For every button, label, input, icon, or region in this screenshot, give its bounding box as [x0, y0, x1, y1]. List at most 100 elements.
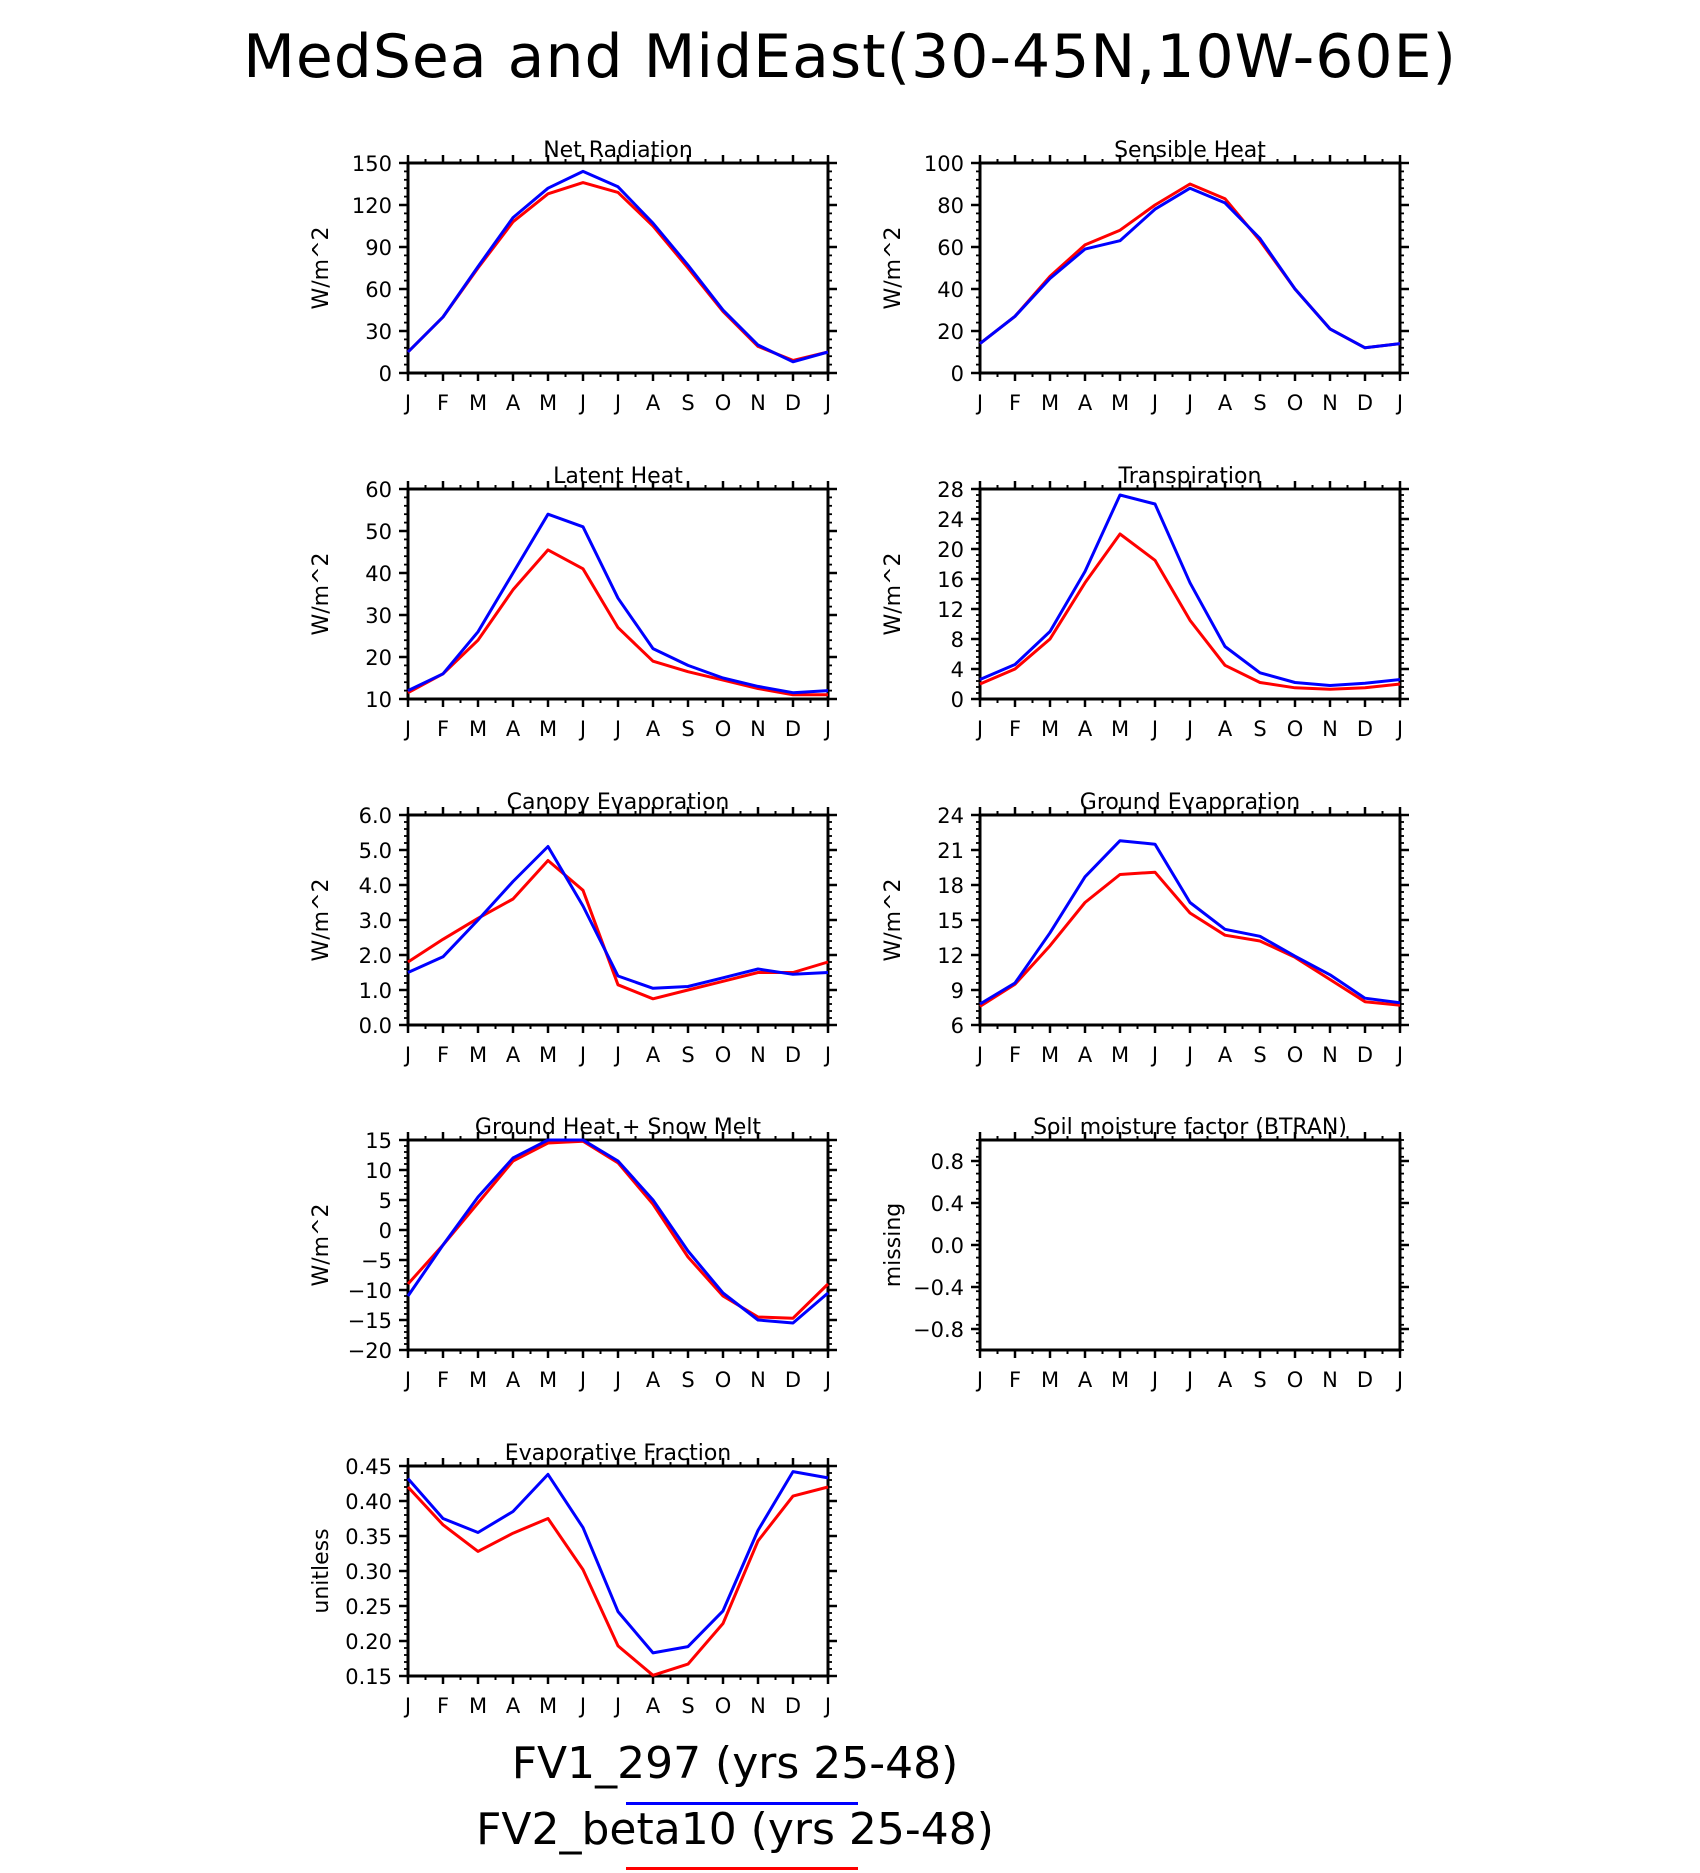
legend-label-fv1: FV1_297 (yrs 25-48): [511, 1738, 959, 1789]
x-tick-label: O: [1287, 391, 1304, 415]
y-tick-label: 2.0: [359, 944, 392, 968]
y-tick-label: 100: [924, 152, 964, 176]
y-tick-label: 0: [379, 1219, 392, 1243]
series-line-fv2: [979, 182, 1401, 350]
y-axis-label: W/m^2: [309, 226, 334, 309]
y-tick-label: 120: [352, 194, 392, 218]
x-tick-label: A: [506, 1368, 521, 1392]
legend-label-fv2: FV2_beta10 (yrs 25-48): [476, 1804, 994, 1855]
x-tick-label: J: [975, 1043, 983, 1067]
x-tick-label: M: [539, 1368, 557, 1392]
x-tick-label: M: [469, 1043, 487, 1067]
y-tick-label: 16: [937, 568, 964, 592]
y-tick-label: 9: [951, 979, 964, 1003]
y-tick-label: 90: [365, 236, 392, 260]
series-line-fv2: [406, 1485, 829, 1677]
x-tick-label: J: [1185, 1043, 1193, 1067]
y-tick-label: −0.4: [913, 1276, 964, 1300]
chart-title: Canopy Evaporation: [507, 790, 730, 815]
y-tick-label: −15: [348, 1309, 392, 1333]
legend-swatch-fv2: [626, 1867, 858, 1870]
chart-panel-4: J F M A M J J A S O N D J0481216202428TranspirationW…: [881, 464, 1409, 741]
y-tick-label: 4: [951, 658, 964, 682]
y-tick-label: 12: [937, 598, 964, 622]
y-tick-label: 10: [365, 1159, 392, 1183]
x-tick-label: J: [975, 717, 983, 741]
x-tick-label: J: [823, 391, 831, 415]
y-tick-label: −20: [348, 1339, 392, 1363]
x-tick-label: A: [1218, 717, 1233, 741]
y-tick-label: 5: [379, 1189, 392, 1213]
x-tick-label: A: [1078, 1043, 1093, 1067]
y-tick-label: 60: [365, 278, 392, 302]
x-tick-label: A: [1218, 1043, 1233, 1067]
x-tick-label: N: [1322, 717, 1338, 741]
y-tick-label: 10: [365, 688, 392, 712]
x-tick-label: M: [539, 391, 557, 415]
y-tick-label: 5.0: [359, 839, 392, 863]
x-tick-label: O: [715, 717, 732, 741]
x-tick-label: M: [469, 717, 487, 741]
y-tick-label: 15: [937, 909, 964, 933]
y-tick-label: 0.8: [931, 1150, 964, 1174]
x-tick-label: F: [437, 1043, 449, 1067]
x-tick-label: J: [613, 1043, 621, 1067]
x-tick-label: J: [975, 391, 983, 415]
series-line-fv1: [406, 1138, 829, 1325]
x-tick-label: D: [1357, 1043, 1373, 1067]
y-tick-label: 4.0: [359, 874, 392, 898]
y-tick-label: −5: [361, 1249, 392, 1273]
x-tick-label: A: [1078, 1368, 1093, 1392]
x-tick-label: M: [469, 1694, 487, 1718]
x-tick-label: O: [1287, 1043, 1304, 1067]
y-tick-label: 6: [951, 1014, 964, 1038]
y-tick-label: 0.15: [345, 1665, 392, 1689]
y-tick-label: 12: [937, 944, 964, 968]
y-tick-label: 20: [365, 646, 392, 670]
chart-title: Sensible Heat: [1114, 138, 1266, 163]
y-tick-label: 15: [365, 1129, 392, 1153]
x-tick-label: J: [1395, 717, 1403, 741]
y-tick-label: 28: [937, 478, 964, 502]
x-tick-label: J: [613, 391, 621, 415]
x-tick-label: M: [539, 1043, 557, 1067]
y-tick-label: 0.25: [345, 1595, 392, 1619]
x-tick-label: S: [681, 1694, 694, 1718]
plot-frame: [978, 161, 1402, 375]
x-tick-label: A: [1078, 717, 1093, 741]
y-axis-label: W/m^2: [309, 878, 334, 961]
y-tick-label: 18: [937, 874, 964, 898]
x-tick-label: A: [646, 717, 661, 741]
x-tick-label: J: [578, 1368, 586, 1392]
x-tick-label: O: [1287, 1368, 1304, 1392]
y-tick-label: 20: [937, 538, 964, 562]
x-tick-label: N: [1322, 1043, 1338, 1067]
plot-frame: [406, 813, 830, 1027]
x-tick-label: J: [1150, 391, 1158, 415]
chart-title: Ground Evaporation: [1080, 790, 1300, 815]
x-tick-label: N: [750, 391, 766, 415]
x-tick-label: S: [681, 391, 694, 415]
series-line-fv2: [406, 1139, 830, 1320]
x-tick-label: F: [437, 1694, 449, 1718]
chart-panel-5: J F M A M J J A S O N D J0.01.02.03.04.05.06.0Canopy…: [309, 790, 837, 1067]
x-tick-label: J: [578, 1694, 586, 1718]
x-tick-label: S: [681, 1043, 694, 1067]
y-tick-label: 60: [937, 236, 964, 260]
y-tick-label: 6.0: [359, 804, 392, 828]
x-tick-label: O: [715, 1368, 732, 1392]
chart-title: Latent Heat: [553, 464, 683, 489]
plot-frame: [978, 1138, 1402, 1352]
y-tick-label: 0.0: [931, 1234, 964, 1258]
x-tick-label: D: [785, 391, 801, 415]
x-tick-label: J: [1185, 391, 1193, 415]
y-tick-label: 1.0: [359, 979, 392, 1003]
series-line-fv2: [979, 870, 1401, 1008]
series-line-fv1: [407, 845, 829, 990]
figure-title: MedSea and MidEast(30-45N,10W-60E): [243, 22, 1457, 92]
x-tick-label: J: [1150, 717, 1158, 741]
y-tick-label: 24: [937, 508, 964, 532]
